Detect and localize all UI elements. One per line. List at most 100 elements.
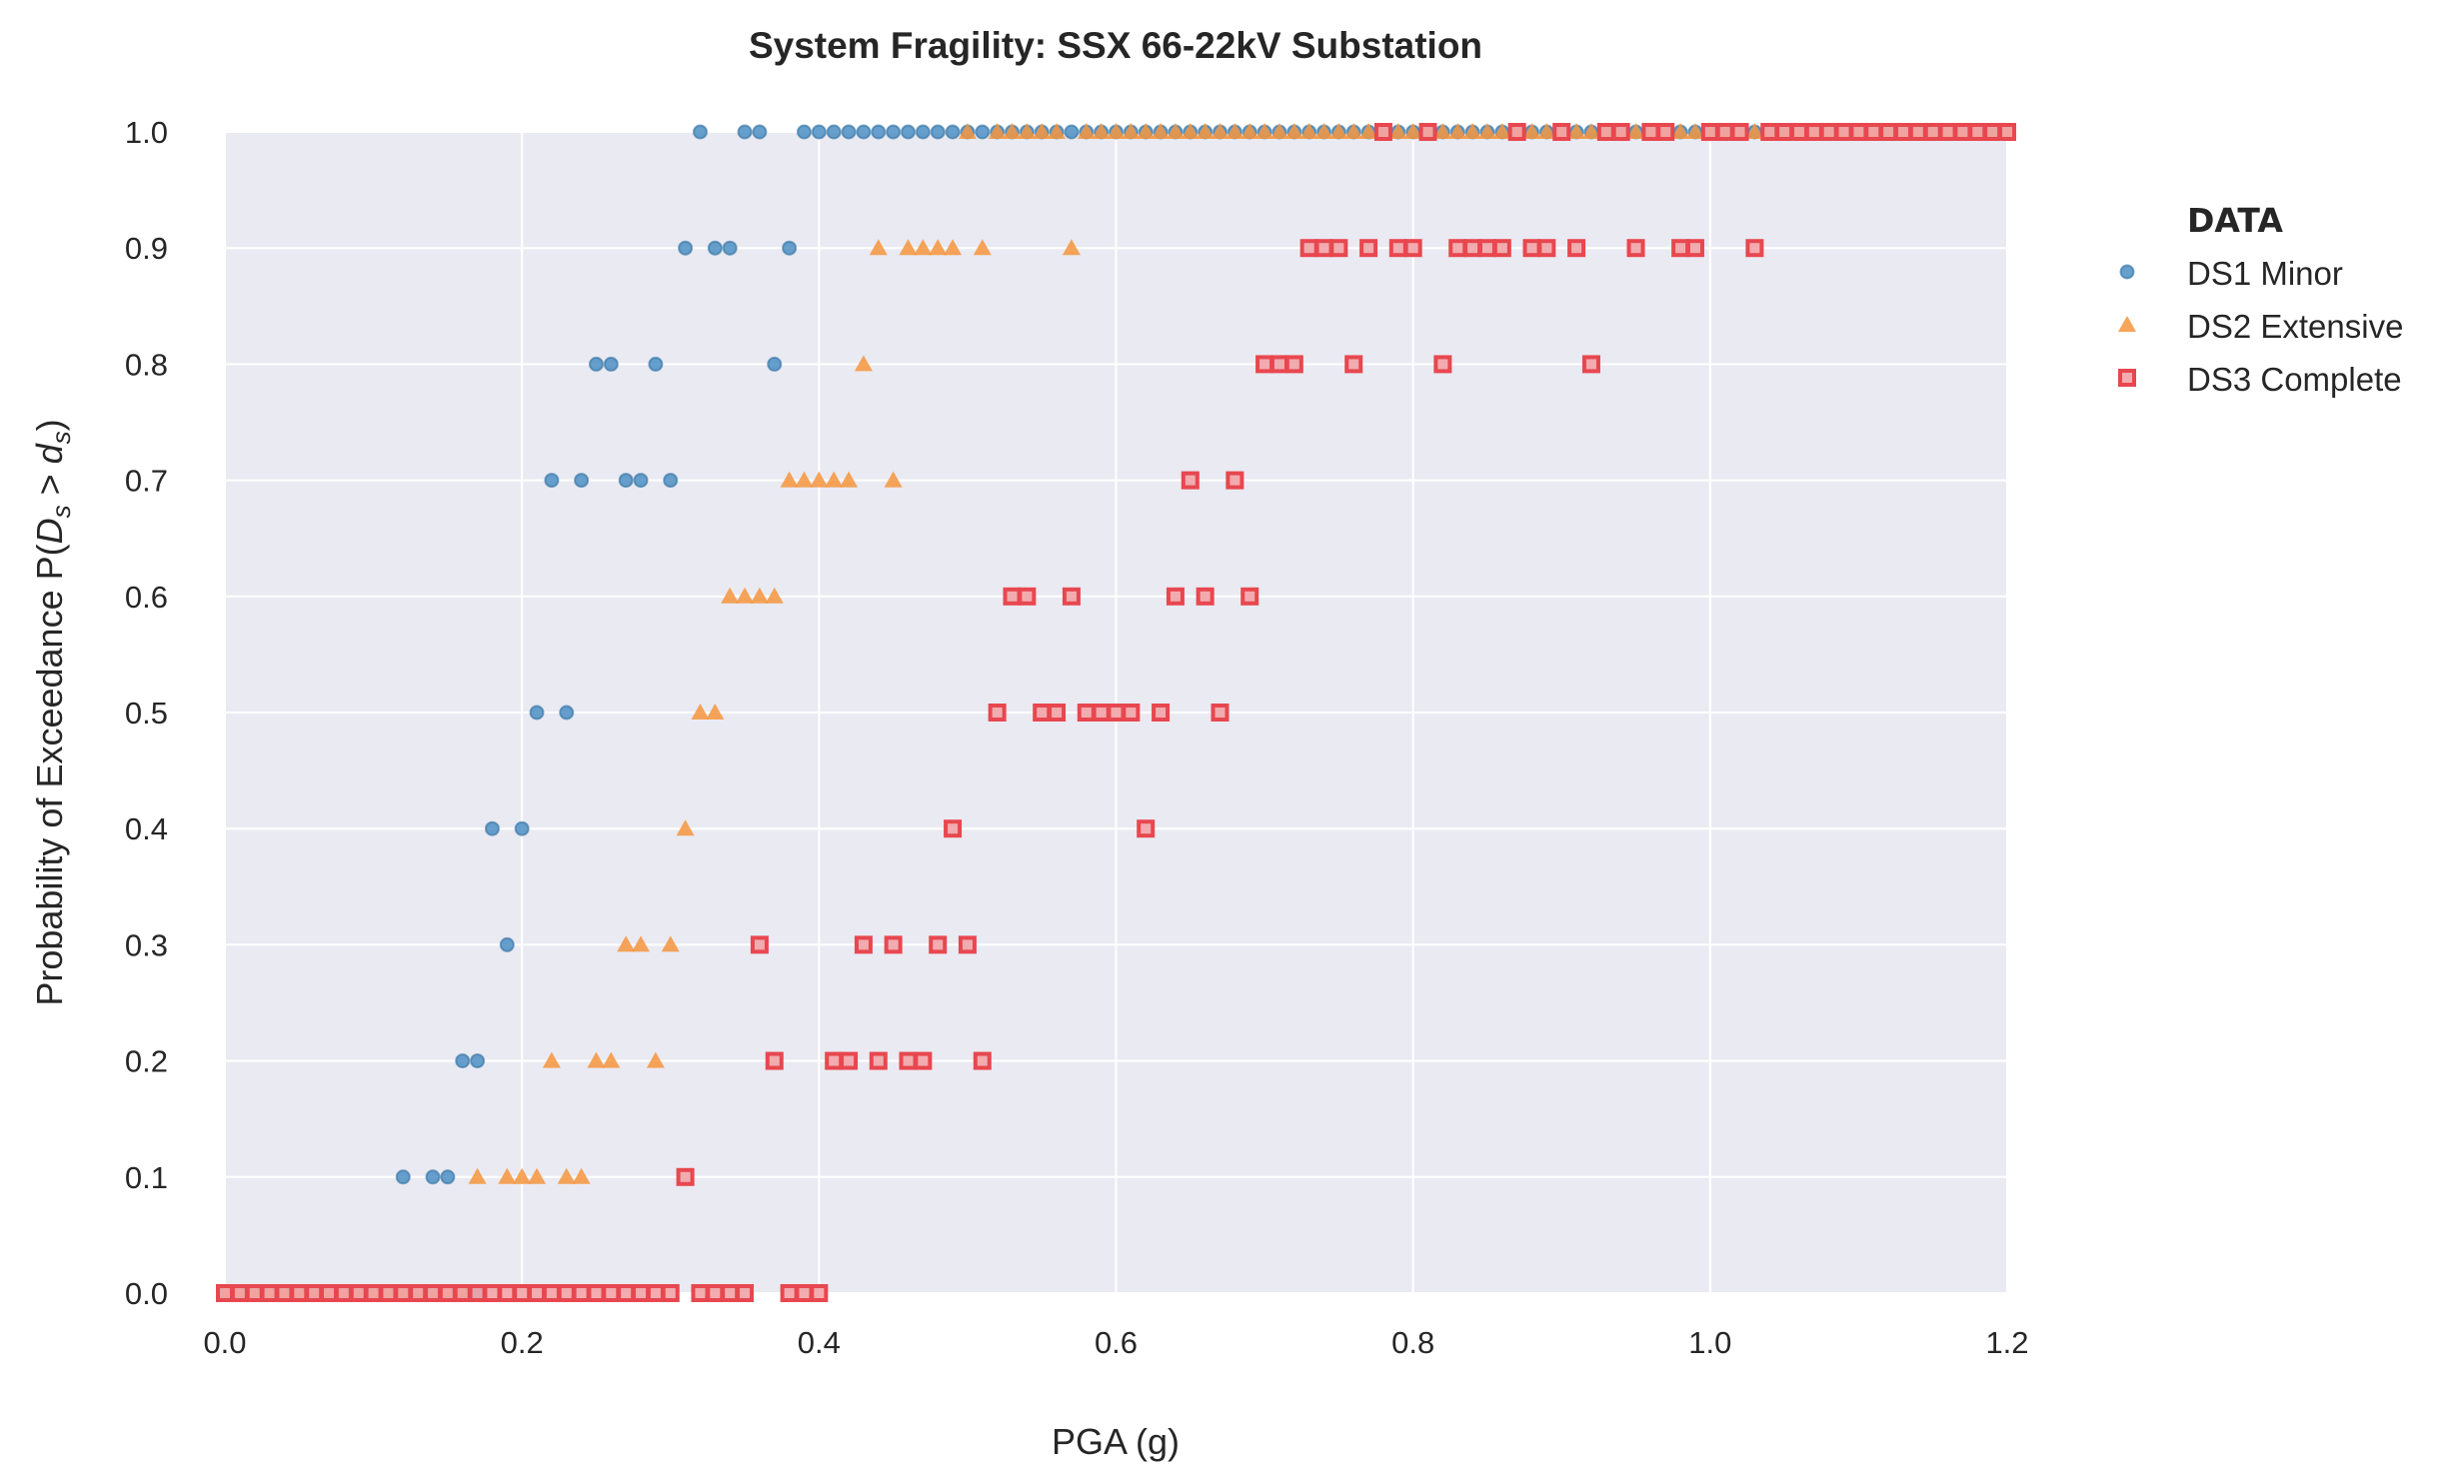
- data-point: [1507, 123, 1526, 141]
- data-point: [587, 1051, 606, 1068]
- data-point: [646, 1051, 665, 1068]
- data-point: [1804, 123, 1823, 141]
- x-tick-label: 1.2: [1985, 1325, 2028, 1360]
- data-point: [632, 1284, 651, 1302]
- data-point: [334, 1284, 353, 1302]
- data-point: [1048, 123, 1067, 139]
- data-point: [737, 124, 753, 140]
- data-point: [1107, 123, 1126, 139]
- data-point: [455, 1053, 471, 1069]
- data-point: [988, 123, 1007, 139]
- y-axis-label-var2: d: [29, 443, 70, 464]
- data-point: [453, 1284, 472, 1302]
- data-point: [661, 935, 680, 952]
- data-point: [1700, 123, 1719, 141]
- data-point: [1596, 123, 1615, 141]
- data-point: [394, 1284, 413, 1302]
- data-point: [1581, 123, 1600, 139]
- data-point: [750, 935, 769, 954]
- data-point: [602, 1284, 621, 1302]
- data-point: [1196, 587, 1215, 606]
- data-point: [825, 471, 844, 488]
- data-point: [840, 471, 859, 488]
- y-tick-label: 1.0: [125, 115, 168, 150]
- data-point: [676, 1167, 695, 1186]
- data-point: [854, 355, 873, 372]
- x-tick-label: 0.2: [501, 1325, 544, 1360]
- data-point: [706, 1284, 725, 1302]
- chart-title: System Fragility: SSX 66-22kV Substation: [749, 25, 1482, 66]
- data-point: [425, 1169, 441, 1185]
- data-point: [484, 820, 500, 836]
- data-point: [542, 1284, 561, 1302]
- data-point: [468, 1167, 487, 1184]
- data-point: [1789, 123, 1808, 141]
- data-point: [1403, 239, 1422, 258]
- data-point: [1448, 239, 1467, 258]
- data-point: [899, 1051, 918, 1070]
- data-point: [884, 471, 903, 488]
- y-axis-label-sub1: s: [46, 505, 76, 518]
- data-point: [1968, 123, 1987, 141]
- data-point: [528, 1284, 547, 1302]
- data-point: [750, 587, 769, 604]
- data-point: [588, 356, 604, 372]
- data-point: [930, 124, 946, 140]
- data-point: [574, 473, 590, 489]
- data-point: [752, 124, 768, 140]
- data-point: [826, 124, 842, 140]
- data-point: [871, 124, 887, 140]
- y-tick-label: 0.6: [125, 580, 168, 615]
- data-point: [1359, 239, 1378, 258]
- data-point: [216, 1284, 234, 1302]
- legend-entry-3: DS3 Complete: [2187, 361, 2402, 398]
- data-point: [513, 1167, 532, 1184]
- data-point: [1226, 471, 1244, 490]
- data-point: [721, 1284, 740, 1302]
- data-point: [648, 356, 664, 372]
- data-point: [1492, 123, 1511, 139]
- data-point: [409, 1284, 428, 1302]
- legend-entry-2: DS2 Extensive: [2187, 308, 2403, 345]
- data-point: [767, 356, 783, 372]
- data-point: [841, 124, 857, 140]
- data-point: [1122, 123, 1141, 139]
- data-point: [886, 124, 902, 140]
- data-point: [1998, 123, 2016, 141]
- data-point: [1003, 587, 1022, 606]
- data-point: [1048, 704, 1067, 722]
- data-point: [470, 1053, 486, 1069]
- x-tick-label: 0.0: [203, 1325, 246, 1360]
- x-axis-label: PGA (g): [1052, 1421, 1180, 1462]
- data-point: [438, 1284, 457, 1302]
- data-point: [1567, 239, 1586, 258]
- data-point: [869, 1051, 888, 1070]
- data-point: [736, 587, 755, 604]
- data-point: [1033, 704, 1052, 722]
- y-tick-labels: 0.0 0.1 0.2 0.3 0.4 0.5 0.6 0.7 0.8 0.9 1.0: [125, 115, 168, 1311]
- data-point: [290, 1284, 309, 1302]
- data-point: [1953, 123, 1972, 141]
- data-point: [973, 239, 992, 256]
- data-point: [840, 1051, 859, 1070]
- x-tick-label: 1.0: [1688, 1325, 1731, 1360]
- data-point: [260, 1284, 279, 1302]
- data-point: [1433, 123, 1452, 139]
- y-tick-label: 0.9: [125, 231, 168, 266]
- data-point: [1122, 704, 1141, 722]
- data-point: [1181, 123, 1200, 139]
- y-tick-label: 0.2: [125, 1044, 168, 1079]
- data-point: [914, 239, 933, 256]
- data-point: [557, 1284, 576, 1302]
- data-point: [1240, 123, 1259, 139]
- data-point: [1064, 124, 1080, 140]
- data-point: [1314, 239, 1333, 258]
- data-point: [1567, 123, 1586, 139]
- data-point: [1269, 355, 1288, 374]
- data-point: [498, 1284, 517, 1302]
- data-point: [811, 124, 827, 140]
- data-point: [305, 1284, 324, 1302]
- data-point: [1211, 704, 1230, 722]
- data-point: [424, 1284, 443, 1302]
